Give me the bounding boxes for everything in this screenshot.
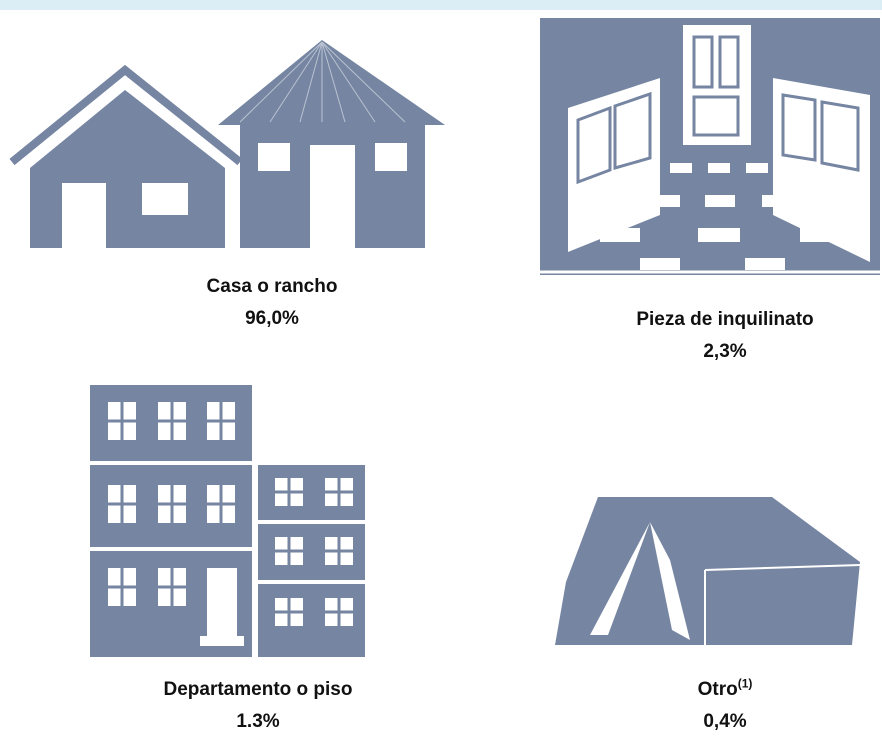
item-value: 0,4% xyxy=(703,711,747,732)
item-label: Pieza de inquilinato xyxy=(636,309,814,330)
item-caption: Otro(1) 0,4% xyxy=(575,674,875,738)
item-label: Casa o rancho xyxy=(206,276,338,297)
top-band xyxy=(0,0,882,10)
tent-icon xyxy=(555,497,861,645)
item-value: 96,0% xyxy=(245,308,299,329)
item-label: Otro xyxy=(697,679,738,700)
item-superscript: (1) xyxy=(737,676,753,691)
item-value: 1.3% xyxy=(236,711,280,732)
house-icon xyxy=(9,40,445,248)
building-icon xyxy=(90,385,365,657)
item-label: Departamento o piso xyxy=(163,679,353,700)
item-caption: Pieza de inquilinato 2,3% xyxy=(575,304,875,368)
item-value: 2,3% xyxy=(703,341,747,362)
item-caption: Departamento o piso 1.3% xyxy=(108,674,408,738)
room-icon xyxy=(540,18,880,275)
item-caption: Casa o rancho 96,0% xyxy=(122,271,422,335)
item-label-row: Otro(1) xyxy=(575,674,875,706)
